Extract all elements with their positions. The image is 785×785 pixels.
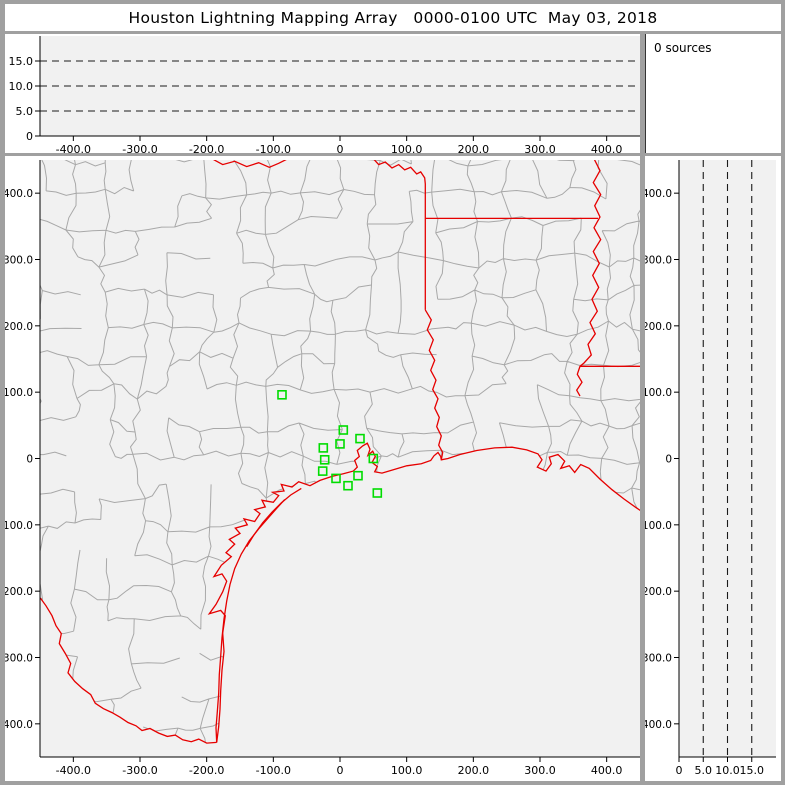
y-tick-label: -400.0 <box>645 719 672 731</box>
y-tick-label: 400.0 <box>5 188 33 200</box>
x-tick-label: 200.0 <box>458 143 490 153</box>
x-tick-label: 100.0 <box>391 143 423 153</box>
border-barrier-island-mid <box>246 487 302 548</box>
station-marker <box>355 433 365 444</box>
sources-count-panel: 0 sources <box>645 34 781 153</box>
x-tick-label: -300.0 <box>122 764 157 777</box>
border-mississippi-river <box>575 160 602 397</box>
x-tick-label: 100.0 <box>391 764 423 777</box>
lma-stations <box>277 390 383 498</box>
x-tick-label: 400.0 <box>591 764 623 777</box>
y-tick-label: 200.0 <box>5 321 33 333</box>
y-tick-label: 0 <box>665 454 672 466</box>
x-tick-label: 400.0 <box>591 143 623 153</box>
border-gulf-coast <box>207 442 640 743</box>
plot-background <box>40 160 640 757</box>
page-title: Houston Lightning Mapping Array 0000-010… <box>128 8 658 27</box>
station-marker <box>331 473 341 484</box>
y-tick-label: -100.0 <box>645 520 672 532</box>
title-bar: Houston Lightning Mapping Array 0000-010… <box>5 4 781 31</box>
x-tick-label: 0 <box>337 764 344 777</box>
station-marker <box>277 390 287 400</box>
y-tick-label: 100.0 <box>645 387 672 399</box>
station-marker <box>335 439 345 449</box>
y-tick-label: 300.0 <box>645 255 672 267</box>
y-tick-label: 300.0 <box>5 255 33 267</box>
station-marker <box>318 443 329 453</box>
x-tick-label: 200.0 <box>458 764 490 777</box>
altitude-tick-label: 15.0 <box>740 764 765 777</box>
y-tick-label: 0 <box>26 454 33 466</box>
altitude-tick-label: 10.0 <box>9 80 34 93</box>
x-tick-label: 0 <box>337 143 344 153</box>
state-borders-and-coastline <box>40 160 640 744</box>
y-tick-label: 100.0 <box>5 387 33 399</box>
plan-view-map-panel: -400.0 -300.0 -200.0 -100.0 0 100.0 200.0 300.0… <box>5 156 640 781</box>
border-rio-grande <box>40 597 217 744</box>
altitude-tick-label: 0 <box>26 130 33 143</box>
x-tick-label: -300.0 <box>122 143 157 153</box>
y-tick-label: -100.0 <box>5 520 33 532</box>
x-tick-label: -400.0 <box>56 764 91 777</box>
x-tick-label: 300.0 <box>524 764 556 777</box>
y-tick-label: 200.0 <box>645 321 672 333</box>
altitude-tick-label: 5.0 <box>16 105 34 118</box>
x-tick-label: -100.0 <box>256 764 291 777</box>
station-marker <box>353 470 363 481</box>
altitude-northsouth-panel: 0 5.010.015.0 -400.0 -300.0 -200.0 -100.0 0 100… <box>645 156 781 781</box>
y-tick-label: -200.0 <box>645 586 672 598</box>
station-marker <box>372 488 383 498</box>
altitude-vs-eastwest-plot[interactable]: 0 5.0 10.0 15.0 -400.0 -300.0 -200.0 -100.0 0 100… <box>5 34 640 153</box>
northsouth-vs-altitude-plot[interactable]: 0 5.010.015.0 -400.0 -300.0 -200.0 -100.0 0 100… <box>645 156 781 781</box>
y-tick-label: -200.0 <box>5 586 33 598</box>
altitude-tick-label: 10.0 <box>715 764 740 777</box>
altitude-tick-label: 15.0 <box>9 55 34 68</box>
x-tick-label: -400.0 <box>56 143 91 153</box>
station-marker <box>368 453 379 464</box>
y-tick-label: -300.0 <box>645 653 672 665</box>
x-tick-label: -200.0 <box>189 764 224 777</box>
altitude-tick-label: 5.0 <box>695 764 713 777</box>
y-tick-label: -400.0 <box>5 719 33 731</box>
station-marker <box>317 466 328 476</box>
station-marker <box>343 480 353 491</box>
station-marker <box>319 454 330 465</box>
x-tick-label: -100.0 <box>256 143 291 153</box>
altitude-tick-label: 0 <box>676 764 683 777</box>
y-tick-label: -300.0 <box>5 653 33 665</box>
x-tick-label: 300.0 <box>524 143 556 153</box>
border-sabine-river <box>424 309 444 460</box>
sources-count-label: 0 sources <box>654 41 712 55</box>
altitude-time-panel: 0 5.0 10.0 15.0 -400.0 -300.0 -200.0 -100.0 0 100… <box>5 34 640 153</box>
y-tick-label: 400.0 <box>645 188 672 200</box>
plan-view-map-plot[interactable]: -400.0 -300.0 -200.0 -100.0 0 100.0 200.0 300.0… <box>5 156 640 781</box>
x-tick-label: -200.0 <box>189 143 224 153</box>
border-red-river-east-and-txar <box>373 160 426 310</box>
station-marker <box>338 425 349 435</box>
border-barrier-island-south <box>215 499 286 743</box>
border-red-river-west <box>213 160 287 169</box>
